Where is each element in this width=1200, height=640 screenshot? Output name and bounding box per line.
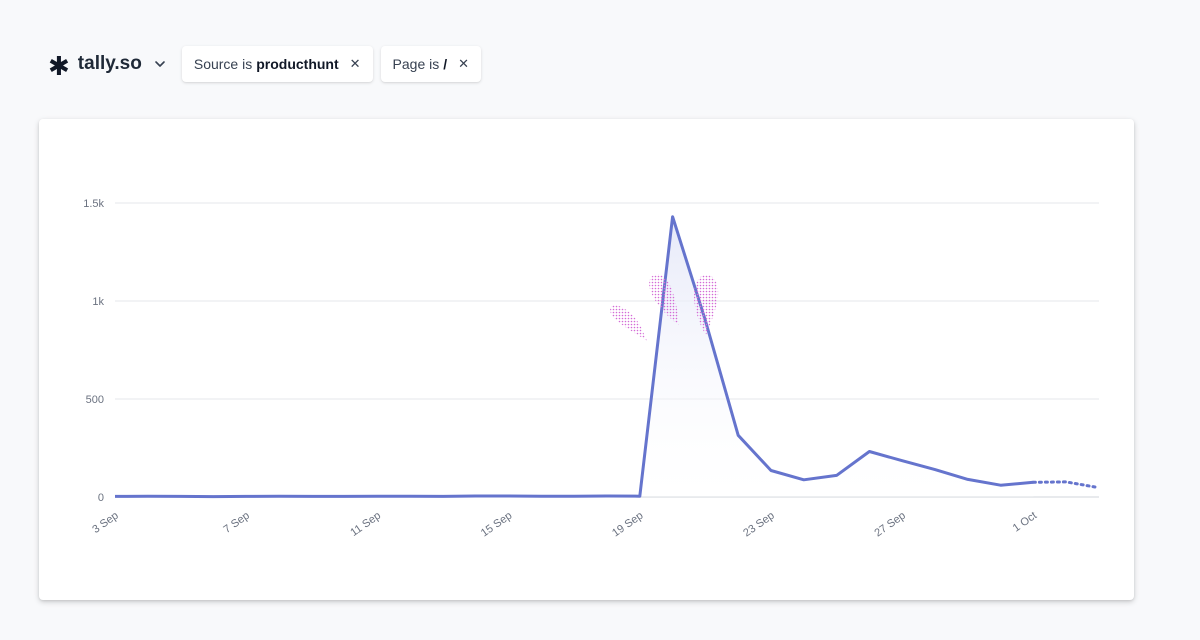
- data-point[interactable]: [831, 469, 843, 481]
- data-point[interactable]: [371, 490, 383, 502]
- data-point[interactable]: [207, 491, 219, 503]
- site-logo-icon: ✱: [48, 52, 70, 82]
- x-tick-label: 15 Sep: [479, 510, 514, 540]
- data-point[interactable]: [1093, 476, 1105, 488]
- data-point[interactable]: [437, 490, 449, 502]
- filter-label: Page is: [392, 56, 440, 72]
- data-point[interactable]: [470, 490, 482, 502]
- data-point[interactable]: [863, 446, 875, 458]
- data-point[interactable]: [339, 490, 351, 502]
- data-point[interactable]: [667, 211, 679, 223]
- filter-value: producthunt: [256, 56, 339, 72]
- site-switcher[interactable]: ✱ tally.so: [48, 51, 167, 82]
- filter-pill-page[interactable]: Page is / ✕: [380, 46, 482, 82]
- filter-pill-source[interactable]: Source is producthunt ✕: [181, 46, 373, 82]
- y-tick-label: 500: [86, 394, 104, 406]
- y-tick-label: 0: [98, 492, 104, 504]
- close-icon[interactable]: ✕: [458, 56, 470, 72]
- data-point[interactable]: [404, 490, 416, 502]
- data-point[interactable]: [601, 490, 613, 502]
- filter-list: Source is producthunt ✕ Page is / ✕: [181, 46, 489, 82]
- y-tick-label: 1.5k: [83, 198, 104, 210]
- top-bar: ✱ tally.so Source is producthunt ✕ Page …: [48, 46, 489, 82]
- visitors-line-incomplete: [1031, 480, 1098, 489]
- data-point[interactable]: [798, 474, 810, 486]
- data-point[interactable]: [1060, 476, 1072, 488]
- filter-label: Source is: [193, 56, 253, 72]
- close-icon[interactable]: ✕: [349, 56, 361, 72]
- data-point[interactable]: [109, 490, 121, 502]
- x-tick-label: 7 Sep: [221, 510, 251, 536]
- data-point[interactable]: [240, 490, 252, 502]
- data-point[interactable]: [306, 490, 318, 502]
- visitors-line: [114, 215, 1034, 499]
- x-tick-label: 1 Oct: [1011, 510, 1039, 535]
- data-point[interactable]: [732, 429, 744, 441]
- site-name: tally.so: [77, 53, 142, 74]
- filter-value: /: [443, 56, 448, 72]
- x-tick-label: 27 Sep: [872, 510, 907, 540]
- data-point[interactable]: [896, 455, 908, 467]
- confetti-decoration: [610, 274, 719, 341]
- data-point[interactable]: [634, 490, 646, 502]
- x-tick-label: 23 Sep: [741, 510, 776, 540]
- visitors-chart[interactable]: 0 500 1k 1.5k 3 Sep 7 Sep 11 Sep 15 Sep 19 Sep 2…: [39, 119, 1134, 600]
- x-tick-label: 3 Sep: [90, 510, 120, 536]
- data-point[interactable]: [929, 464, 941, 476]
- data-point[interactable]: [142, 490, 154, 502]
- y-tick-label: 1k: [92, 296, 104, 308]
- data-point[interactable]: [535, 490, 547, 502]
- x-tick-label: 11 Sep: [348, 510, 383, 539]
- data-point[interactable]: [568, 490, 580, 502]
- data-point[interactable]: [273, 490, 285, 502]
- data-point[interactable]: [175, 490, 187, 502]
- chart-card: 0 500 1k 1.5k 3 Sep 7 Sep 11 Sep 15 Sep 19 Sep 2…: [39, 119, 1134, 600]
- data-point[interactable]: [503, 490, 515, 502]
- visitors-area: [115, 216, 1034, 497]
- data-point[interactable]: [962, 473, 974, 485]
- data-point[interactable]: [765, 465, 777, 477]
- data-point[interactable]: [1027, 476, 1039, 488]
- x-tick-label: 19 Sep: [610, 510, 645, 540]
- chevron-down-icon: [155, 61, 165, 67]
- data-point[interactable]: [995, 479, 1007, 491]
